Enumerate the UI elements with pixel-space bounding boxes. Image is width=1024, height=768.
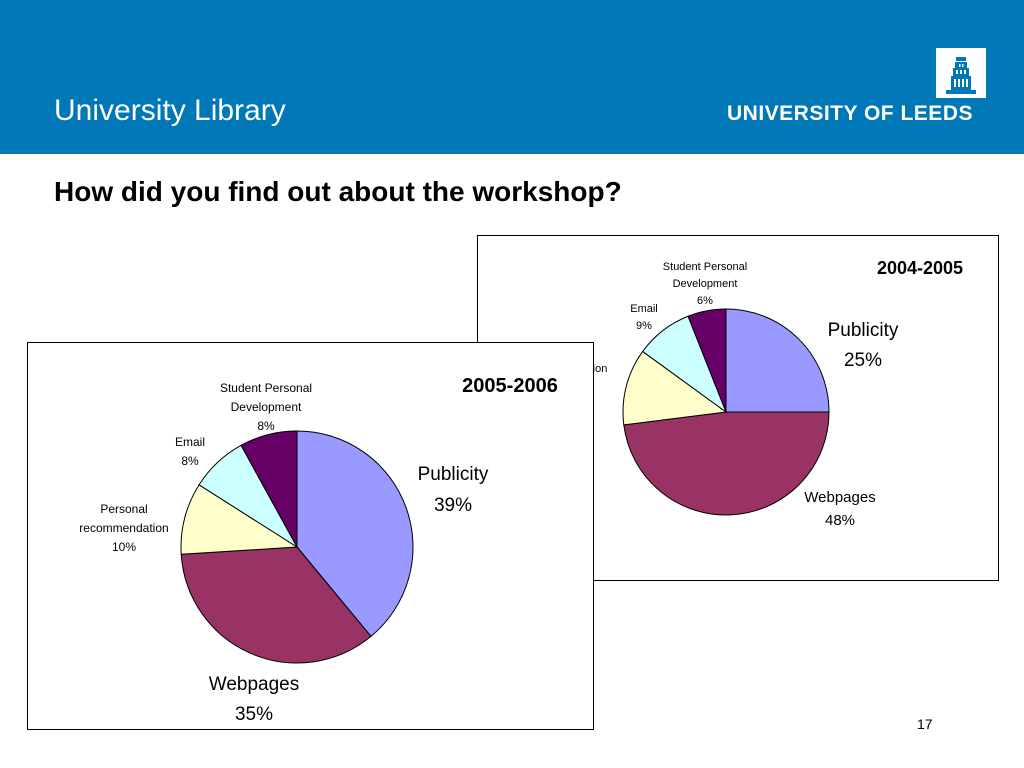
label-spd-pct-2004: 6%: [697, 295, 713, 307]
label-publicity-pct-2005: 39%: [434, 495, 472, 516]
label-personal-line1-2005: Personal: [100, 502, 147, 516]
label-publicity-2005: Publicity: [418, 464, 489, 485]
pie-2004-slice-webpages: [623, 411, 830, 516]
label-webpages-pct-2004: 48%: [825, 512, 855, 529]
pie-2005-slice-publicity: [296, 430, 414, 638]
chart-title-2005-2006: 2005-2006: [462, 375, 558, 397]
label-email-2005: Email: [175, 435, 205, 449]
slide-title: How did you find out about the workshop?: [54, 176, 622, 207]
label-webpages-pct-2005: 35%: [235, 704, 273, 725]
header-banner: University Library: [0, 0, 1024, 154]
university-tower-logo-icon: [936, 48, 986, 98]
label-webpages-2004: Webpages: [804, 489, 875, 506]
pie-chart-2004-2005: 2004-2005 Publicity 25% Webpages 48% Ema…: [593, 258, 963, 529]
pie-2005-slice-personal-recommendation: [180, 484, 299, 555]
label-personal-fragment-2004: ion: [593, 363, 608, 375]
label-spd-pct-2005: 8%: [257, 419, 275, 433]
label-email-pct-2004: 9%: [636, 320, 652, 332]
pie-2004-slice-publicity: [725, 308, 830, 413]
label-publicity-pct-2004: 25%: [844, 350, 882, 371]
label-personal-line2-2005: recommendation: [79, 521, 168, 535]
pie-chart-2005-2006: 2005-2006 Publicity 39% Webpages 35% Ema…: [79, 375, 558, 725]
label-spd-line1-2004: Student Personal: [663, 261, 747, 273]
label-publicity-2004: Publicity: [828, 320, 899, 341]
label-spd-line1-2005: Student Personal: [220, 381, 312, 395]
chart-panel-2005-2006: 2005-2006 Publicity 39% Webpages 35% Ema…: [27, 342, 594, 730]
label-webpages-2005: Webpages: [209, 674, 300, 695]
label-spd-line2-2005: Development: [231, 400, 302, 414]
label-spd-line2-2004: Development: [673, 278, 738, 290]
label-email-pct-2005: 8%: [181, 454, 199, 468]
pie-2005-slice-webpages: [180, 546, 372, 664]
pie-2004-slice-personal-recommendation: [622, 350, 728, 426]
label-personal-pct-2005: 10%: [112, 540, 136, 554]
header-title: University Library: [54, 94, 286, 127]
label-email-2004: Email: [630, 303, 658, 315]
pie-2005-slice-student-personal-development: [240, 430, 298, 548]
pie-2004-slice-student-personal-development: [687, 308, 727, 413]
page-number: 17: [917, 716, 933, 732]
chart-title-2004-2005: 2004-2005: [877, 258, 963, 278]
university-logo-text: UNIVERSITY OF LEEDS: [727, 102, 973, 125]
